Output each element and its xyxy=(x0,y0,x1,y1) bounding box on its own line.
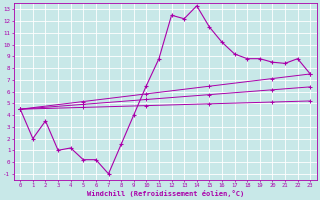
X-axis label: Windchill (Refroidissement éolien,°C): Windchill (Refroidissement éolien,°C) xyxy=(87,190,244,197)
